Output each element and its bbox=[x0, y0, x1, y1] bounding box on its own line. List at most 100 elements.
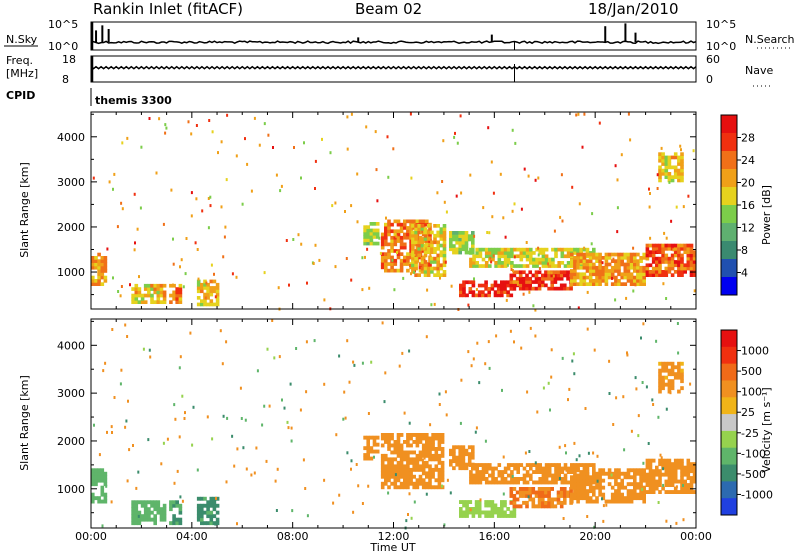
data-cell bbox=[664, 273, 669, 277]
data-cell bbox=[440, 433, 445, 437]
data-cell bbox=[200, 507, 204, 512]
data-cell bbox=[556, 286, 561, 291]
colorbar-segment bbox=[721, 259, 737, 278]
data-cell bbox=[645, 483, 650, 487]
data-cell bbox=[459, 500, 463, 504]
data-cell bbox=[658, 476, 662, 480]
data-cell bbox=[538, 267, 541, 270]
data-cell bbox=[677, 372, 681, 377]
data-cell bbox=[475, 264, 479, 268]
data-cell bbox=[573, 247, 577, 252]
data-cell bbox=[471, 231, 475, 235]
data-cell bbox=[513, 466, 517, 471]
data-cell bbox=[566, 494, 570, 498]
data-cell bbox=[423, 270, 428, 274]
data-cell bbox=[651, 469, 656, 474]
data-cell bbox=[675, 485, 678, 489]
data-cell bbox=[428, 262, 432, 266]
data-cell bbox=[570, 492, 574, 497]
data-cell bbox=[645, 263, 650, 268]
data-cell bbox=[560, 480, 565, 485]
data-cell bbox=[683, 247, 687, 251]
data-cell bbox=[423, 253, 428, 258]
data-cell bbox=[436, 263, 440, 268]
data-cell bbox=[659, 453, 662, 457]
data-cell bbox=[670, 479, 675, 484]
data-cell bbox=[396, 478, 401, 483]
data-cell bbox=[494, 480, 498, 485]
data-cell bbox=[679, 144, 682, 148]
data-cell bbox=[91, 279, 95, 283]
data-cell bbox=[384, 440, 388, 444]
data-cell bbox=[361, 361, 364, 365]
data-cell bbox=[645, 479, 650, 484]
data-cell bbox=[528, 290, 531, 294]
data-cell bbox=[534, 334, 537, 338]
data-cell bbox=[147, 517, 151, 522]
data-cell bbox=[412, 467, 416, 472]
data-cell bbox=[465, 510, 469, 515]
data-cell bbox=[601, 275, 606, 280]
data-cell bbox=[346, 115, 349, 119]
data-cell bbox=[522, 254, 527, 259]
data-cell bbox=[610, 252, 615, 257]
data-cell bbox=[682, 484, 684, 487]
data-cell bbox=[423, 266, 428, 271]
data-cell bbox=[384, 242, 388, 247]
data-cell bbox=[387, 436, 391, 441]
data-cell bbox=[661, 243, 665, 248]
data-cell bbox=[403, 450, 407, 455]
data-cell bbox=[467, 234, 472, 238]
data-cell bbox=[462, 510, 466, 515]
data-cell bbox=[570, 252, 574, 257]
data-cell bbox=[541, 261, 546, 265]
data-cell bbox=[467, 445, 472, 450]
data-cell bbox=[529, 463, 533, 467]
data-cell bbox=[510, 254, 514, 259]
data-cell bbox=[455, 462, 459, 467]
data-cell bbox=[585, 252, 590, 257]
data-cell bbox=[661, 155, 665, 160]
data-cell bbox=[481, 473, 486, 478]
data-cell bbox=[471, 455, 475, 460]
data-cell bbox=[626, 275, 631, 280]
data-cell bbox=[544, 494, 548, 498]
data-cell bbox=[682, 518, 685, 522]
data-cell bbox=[677, 351, 680, 355]
data-cell bbox=[164, 131, 167, 135]
colorbar-segment bbox=[721, 133, 737, 152]
data-cell bbox=[399, 457, 404, 462]
data-cell bbox=[629, 265, 634, 270]
data-cell bbox=[396, 474, 401, 479]
data-cell bbox=[203, 279, 207, 284]
data-cell bbox=[551, 477, 555, 481]
data-cell bbox=[617, 496, 621, 501]
data-cell bbox=[513, 202, 516, 206]
data-cell bbox=[428, 242, 432, 247]
data-cell bbox=[370, 360, 373, 364]
data-cell bbox=[178, 287, 183, 291]
data-cell bbox=[369, 446, 374, 451]
data-cell bbox=[159, 293, 164, 298]
data-cell bbox=[134, 290, 139, 295]
data-cell bbox=[387, 471, 391, 476]
data-cell bbox=[425, 219, 429, 224]
data-cell bbox=[94, 262, 98, 267]
data-cell bbox=[573, 485, 577, 490]
data-cell bbox=[547, 504, 551, 509]
data-cell bbox=[592, 471, 596, 476]
data-cell bbox=[673, 250, 678, 254]
data-cell bbox=[693, 289, 696, 293]
data-cell bbox=[214, 295, 217, 299]
data-cell bbox=[509, 490, 514, 495]
data-cell bbox=[592, 272, 596, 277]
data-cell bbox=[399, 226, 404, 230]
data-cell bbox=[551, 261, 555, 265]
data-cell bbox=[617, 468, 621, 473]
data-cell bbox=[169, 293, 173, 298]
data-cell bbox=[559, 490, 564, 495]
data-cell bbox=[651, 253, 656, 258]
data-cell bbox=[549, 408, 551, 412]
data-cell bbox=[509, 487, 514, 491]
data-cell bbox=[559, 270, 564, 275]
